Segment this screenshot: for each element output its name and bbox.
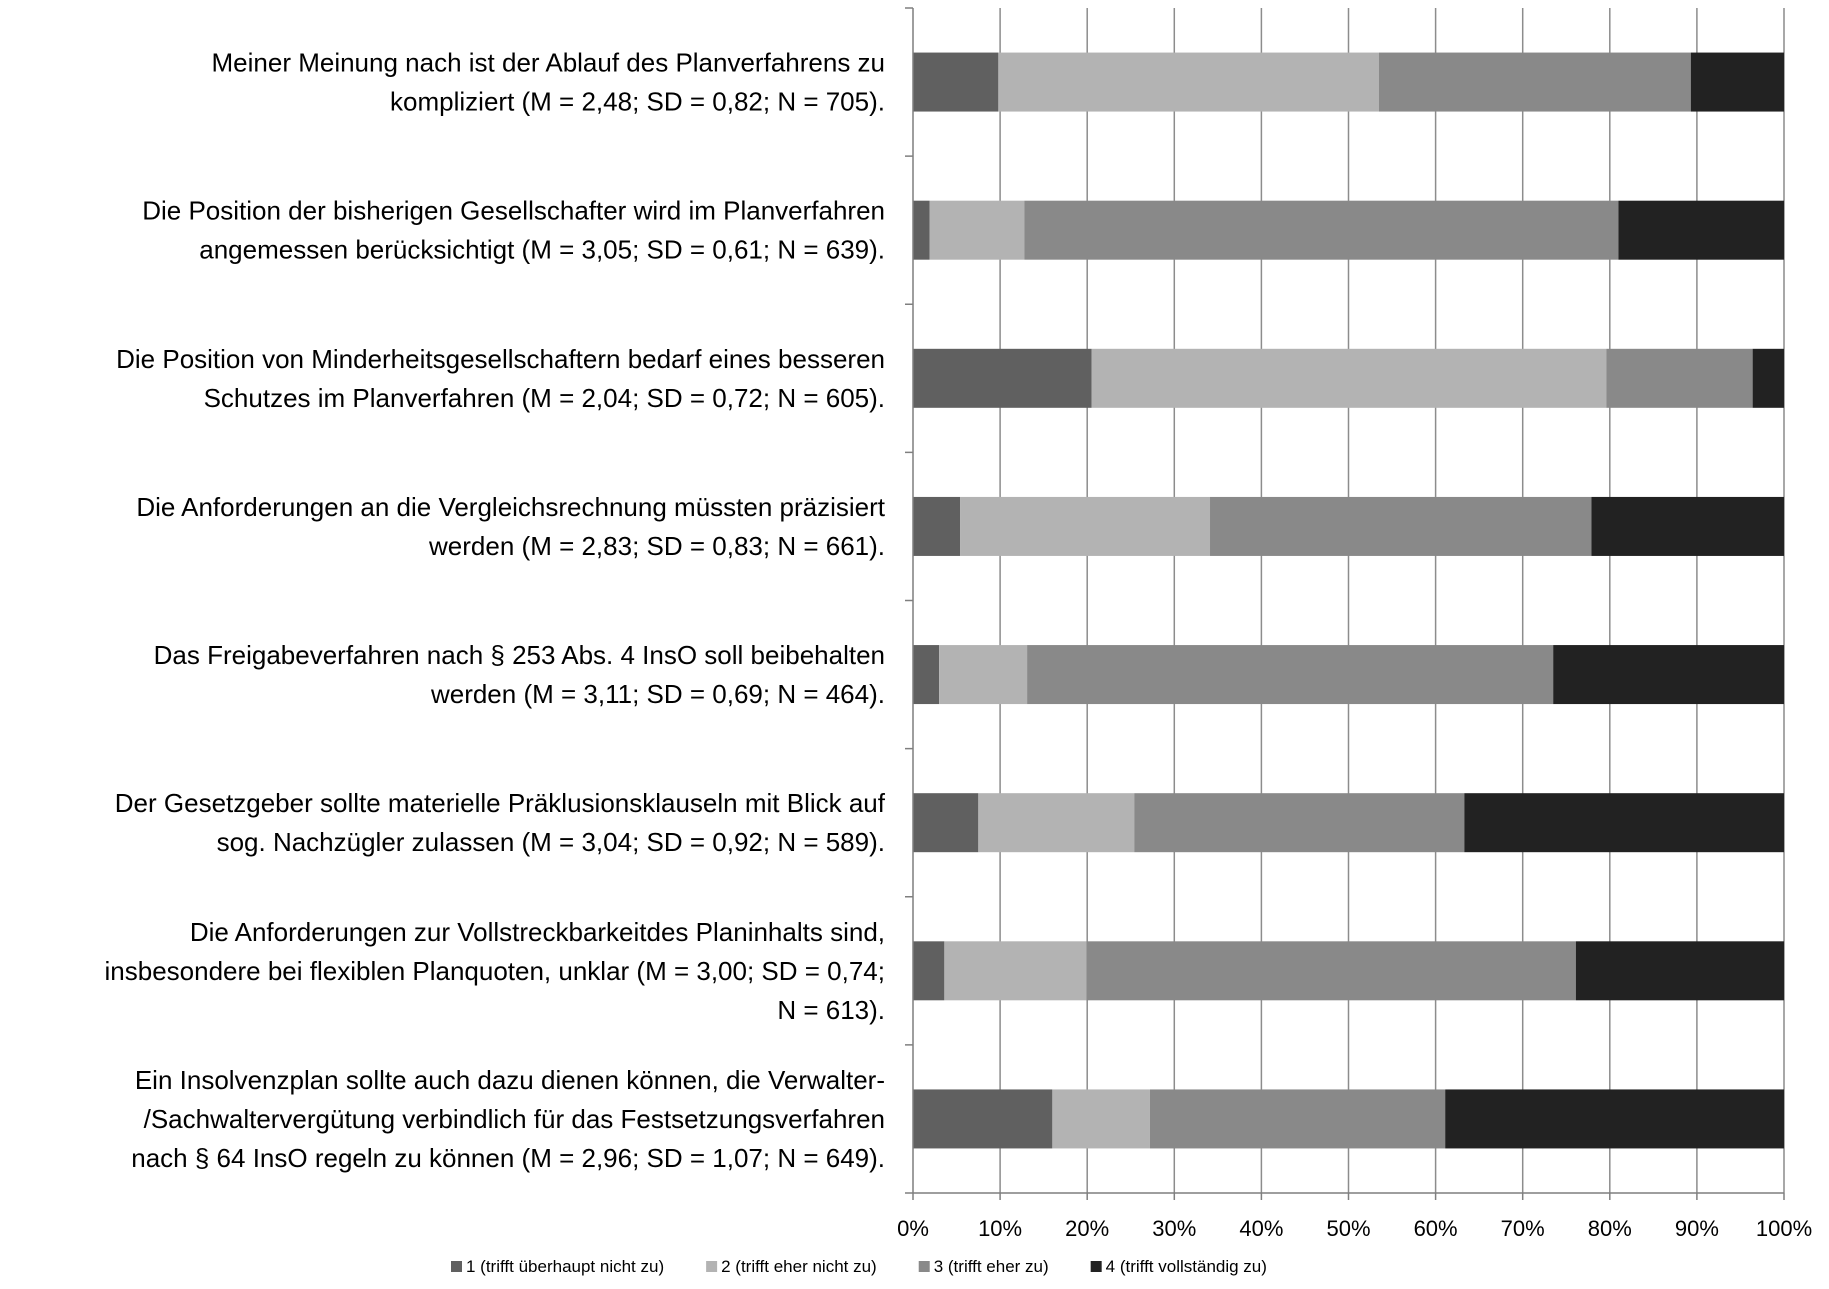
bar-segment bbox=[998, 52, 1379, 112]
x-tick-labels: 0% 10% 20% 30% 40% 50% 60% 70% 80% 90% 100% bbox=[897, 1216, 1812, 1241]
legend-swatch bbox=[706, 1261, 718, 1272]
bar-segment bbox=[913, 941, 945, 1001]
category-label-line: Die Anforderungen zur Vollstreckbarkeitd… bbox=[190, 917, 885, 947]
category-label-line: Die Position von Minderheitsgesellschaft… bbox=[116, 344, 885, 374]
category-label-line: Der Gesetzgeber sollte materielle Präklu… bbox=[115, 788, 886, 818]
bar-segment bbox=[1618, 200, 1784, 260]
legend-swatch bbox=[451, 1261, 462, 1272]
gridlines bbox=[999, 8, 1785, 1193]
category-label: Der Gesetzgeber sollte materielle Präklu… bbox=[115, 788, 886, 857]
x-tick-label: 30% bbox=[1152, 1216, 1196, 1241]
bar-segment bbox=[913, 52, 999, 112]
legend-label: 1 (trifft überhaupt nicht zu) bbox=[466, 1257, 664, 1276]
category-label: Die Anforderungen zur Vollstreckbarkeitd… bbox=[105, 917, 886, 1025]
category-label-line: kompliziert (M = 2,48; SD = 0,82; N = 70… bbox=[390, 87, 885, 117]
category-labels: Meiner Meinung nach ist der Ablauf des P… bbox=[105, 48, 886, 1173]
bar-segment bbox=[939, 645, 1028, 705]
bar-segment bbox=[1091, 348, 1607, 408]
bar-segment bbox=[929, 200, 1025, 260]
bar-segment bbox=[913, 1089, 1053, 1149]
bar-segment bbox=[1591, 496, 1784, 556]
bar-segment bbox=[1134, 793, 1465, 853]
legend: 1 (trifft überhaupt nicht zu) 2 (trifft e… bbox=[451, 1257, 1267, 1276]
bar-segment bbox=[960, 496, 1211, 556]
bar-segment bbox=[913, 200, 930, 260]
bar-segment bbox=[913, 793, 979, 853]
legend-label: 3 (trifft eher zu) bbox=[934, 1257, 1049, 1276]
bar-segment bbox=[1464, 793, 1784, 853]
category-label-line: /Sachwaltervergütung verbindlich für das… bbox=[144, 1104, 885, 1134]
category-label-line: insbesondere bei flexiblen Planquoten, u… bbox=[105, 956, 886, 986]
category-label: Die Position von Minderheitsgesellschaft… bbox=[116, 344, 885, 413]
category-label: Meiner Meinung nach ist der Ablauf des P… bbox=[212, 48, 886, 117]
x-tick-label: 70% bbox=[1501, 1216, 1545, 1241]
category-label-line: Die Anforderungen an die Vergleichsrechn… bbox=[136, 492, 885, 522]
x-tick-label: 40% bbox=[1239, 1216, 1283, 1241]
bar-segment bbox=[913, 348, 1092, 408]
bar-segment bbox=[978, 793, 1135, 853]
bar-segment bbox=[1606, 348, 1753, 408]
category-label-line: N = 613). bbox=[777, 995, 885, 1025]
bar-segment bbox=[1027, 645, 1554, 705]
legend-swatch bbox=[1090, 1261, 1102, 1272]
bar-segment bbox=[1445, 1089, 1784, 1149]
category-label: Die Position der bisherigen Gesellschaft… bbox=[142, 196, 885, 265]
bar-segment bbox=[1690, 52, 1784, 112]
x-tick-label: 90% bbox=[1675, 1216, 1719, 1241]
bar-segment bbox=[944, 941, 1087, 1001]
category-label: Die Anforderungen an die Vergleichsrechn… bbox=[136, 492, 885, 561]
category-label-line: werden (M = 3,11; SD = 0,69; N = 464). bbox=[430, 679, 885, 709]
bar-segment bbox=[1210, 496, 1592, 556]
legend-label: 2 (trifft eher nicht zu) bbox=[721, 1257, 877, 1276]
bar-segment bbox=[1024, 200, 1619, 260]
category-label-line: Meiner Meinung nach ist der Ablauf des P… bbox=[212, 48, 886, 78]
category-label-line: sog. Nachzügler zulassen (M = 3,04; SD =… bbox=[217, 827, 885, 857]
legend-swatch bbox=[918, 1261, 930, 1272]
category-label-line: Das Freigabeverfahren nach § 253 Abs. 4 … bbox=[154, 640, 885, 670]
x-tick-label: 20% bbox=[1065, 1216, 1109, 1241]
x-tick-label: 60% bbox=[1414, 1216, 1458, 1241]
bar-segment bbox=[913, 645, 940, 705]
category-label-line: Schutzes im Planverfahren (M = 2,04; SD … bbox=[204, 383, 885, 413]
bar-segment bbox=[1052, 1089, 1150, 1149]
category-label-line: Ein Insolvenzplan sollte auch dazu diene… bbox=[135, 1065, 885, 1095]
legend-label: 4 (trifft vollständig zu) bbox=[1106, 1257, 1267, 1276]
bar-segment bbox=[1149, 1089, 1446, 1149]
bar-segment bbox=[1575, 941, 1784, 1001]
category-label-line: nach § 64 InsO regeln zu können (M = 2,9… bbox=[131, 1143, 885, 1173]
category-label-line: angemessen berücksichtigt (M = 3,05; SD … bbox=[199, 235, 885, 265]
bar-segment bbox=[1086, 941, 1576, 1001]
bars bbox=[913, 52, 1784, 1149]
x-tick-label: 80% bbox=[1588, 1216, 1632, 1241]
bar-segment bbox=[1378, 52, 1691, 112]
bar-segment bbox=[1553, 645, 1784, 705]
category-label: Ein Insolvenzplan sollte auch dazu diene… bbox=[131, 1065, 885, 1173]
x-tick-label: 0% bbox=[897, 1216, 929, 1241]
x-tick-label: 10% bbox=[978, 1216, 1022, 1241]
x-tick-label: 50% bbox=[1326, 1216, 1370, 1241]
category-label-line: werden (M = 2,83; SD = 0,83; N = 661). bbox=[428, 531, 885, 561]
axes bbox=[905, 7, 1785, 1200]
bar-segment bbox=[913, 496, 961, 556]
category-label: Das Freigabeverfahren nach § 253 Abs. 4 … bbox=[154, 640, 885, 709]
x-tick-label: 100% bbox=[1756, 1216, 1812, 1241]
bar-segment bbox=[1752, 348, 1784, 408]
category-label-line: Die Position der bisherigen Gesellschaft… bbox=[142, 196, 885, 226]
